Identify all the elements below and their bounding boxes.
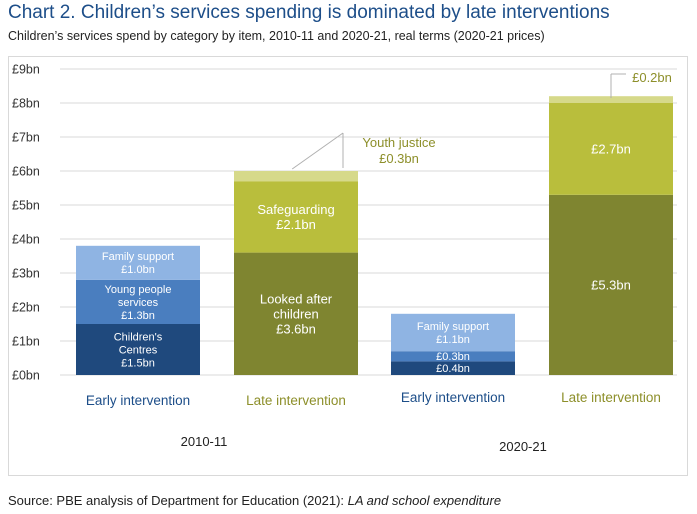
- bar-segment: [391, 361, 515, 375]
- segment-label: £1.0bn: [121, 264, 155, 276]
- bar-segment: [234, 181, 358, 253]
- y-tick-label: £1bn: [12, 335, 40, 349]
- bar-segment: [234, 252, 358, 375]
- segment-label: £0.3bn: [436, 351, 470, 363]
- category-label: Early intervention: [401, 390, 505, 405]
- bar-segment: [234, 171, 358, 182]
- segment-label: £5.3bn: [591, 277, 631, 292]
- y-tick-label: £7bn: [12, 131, 40, 145]
- y-tick-label: £6bn: [12, 165, 40, 179]
- segment-label: £2.1bn: [276, 217, 316, 232]
- bar-segment: [549, 194, 673, 375]
- category-label: Late intervention: [246, 393, 346, 408]
- year-label: 2020-21: [499, 439, 547, 454]
- y-tick-label: £2bn: [12, 301, 40, 315]
- bar-segment: [76, 324, 200, 375]
- segment-label: Looked after: [260, 291, 333, 306]
- chart-title: Chart 2. Children’s services spending is…: [8, 2, 610, 23]
- bar-segment: [391, 313, 515, 352]
- segment-label: £1.5bn: [121, 357, 155, 369]
- segment-label: £0.4bn: [436, 363, 470, 375]
- callout-line: [291, 132, 344, 170]
- callout-label: £0.2bn: [632, 70, 672, 85]
- bar-segment: [76, 245, 200, 280]
- bar-segment: [76, 279, 200, 324]
- segment-label: £1.1bn: [436, 334, 470, 346]
- callout-label: Youth justice: [362, 135, 435, 150]
- y-tick-label: £3bn: [12, 267, 40, 281]
- source-prefix: Source: PBE analysis of Department for E…: [8, 493, 348, 508]
- year-label: 2010-11: [181, 434, 228, 449]
- source-title: LA and school expenditure: [347, 493, 502, 508]
- callout-label: £0.3bn: [379, 151, 419, 166]
- category-label: Early intervention: [86, 393, 190, 408]
- category-label: Late intervention: [561, 390, 661, 405]
- y-tick-label: £9bn: [12, 63, 40, 77]
- y-tick-label: £5bn: [12, 199, 40, 213]
- segment-label: Family support: [417, 321, 489, 333]
- segment-label: Family support: [102, 251, 174, 263]
- segment-label: £1.3bn: [121, 310, 155, 322]
- stacked-bar-chart: £0bn £1bn £2bn £3bn £4bn £5bn £6bn £7bn £8bn £9bn…: [12, 63, 677, 454]
- segment-label: Safeguarding: [257, 202, 334, 217]
- bar-segment: [549, 103, 673, 195]
- segment-label: children: [273, 306, 319, 321]
- segment-label: £2.7bn: [591, 141, 631, 156]
- segment-label: services: [118, 297, 159, 309]
- y-tick-label: £8bn: [12, 97, 40, 111]
- segment-label: Young people: [105, 284, 172, 296]
- segment-label: Children's: [114, 331, 163, 343]
- segment-label: £3.6bn: [276, 321, 316, 336]
- bar-segment: [549, 96, 673, 103]
- bar-segment: [391, 351, 515, 362]
- y-tick-label: £4bn: [12, 233, 40, 247]
- source-note: Source: PBE analysis of Department for E…: [8, 493, 501, 508]
- segment-label: Centres: [119, 344, 158, 356]
- chart-frame: [8, 56, 688, 476]
- chart-subtitle: Children’s services spend by category by…: [8, 29, 545, 43]
- y-tick-label: £0bn: [12, 369, 40, 383]
